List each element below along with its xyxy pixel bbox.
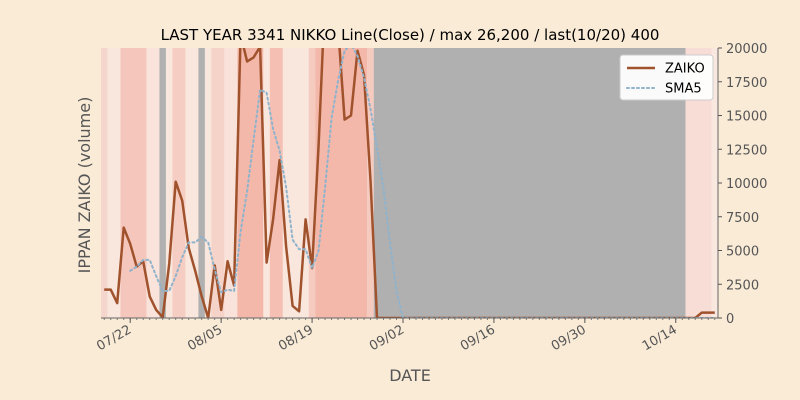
shade-band-13 xyxy=(263,48,270,318)
y-tick-label-2: 5000 xyxy=(726,245,759,260)
legend-label-zaiko: ZAIKO xyxy=(665,62,705,77)
y-tick-label-1: 2500 xyxy=(726,278,759,293)
shade-band-0 xyxy=(101,48,108,318)
x-tick-label-5: 09/30 xyxy=(549,322,589,354)
x-tick-label-3: 09/02 xyxy=(367,322,407,354)
y-tick-label-8: 20000 xyxy=(726,42,767,57)
y-tick-label-4: 10000 xyxy=(726,177,767,192)
shade-band-15 xyxy=(282,48,309,318)
shade-band-3 xyxy=(146,48,160,318)
x-tick-label-0: 07/22 xyxy=(94,322,134,354)
shade-band-5 xyxy=(165,48,173,318)
chart-title: LAST YEAR 3341 NIKKO Line(Close) / max 2… xyxy=(161,26,660,44)
y-tick-label-3: 7500 xyxy=(726,211,759,226)
background-bands xyxy=(101,48,718,318)
x-tick-label-1: 08/05 xyxy=(185,322,225,354)
plot-lines xyxy=(104,48,716,318)
shade-band-9 xyxy=(204,48,212,318)
shade-band-16 xyxy=(308,48,316,318)
shade-band-17 xyxy=(315,48,368,318)
shade-band-8 xyxy=(198,48,205,318)
legend-label-sma5: SMA5 xyxy=(665,82,702,97)
y-tick-label-6: 15000 xyxy=(726,110,767,125)
shade-band-10 xyxy=(211,48,225,318)
x-axis-label: DATE xyxy=(389,366,431,385)
y-axis-label: IPPAN ZAIKO (volume) xyxy=(75,97,94,274)
x-tick-label-4: 09/16 xyxy=(458,322,498,354)
shade-band-6 xyxy=(172,48,186,318)
shade-band-12 xyxy=(237,48,264,318)
x-tick-label-6: 10/14 xyxy=(640,322,680,354)
y-tick-label-7: 17500 xyxy=(726,76,767,91)
shade-band-2 xyxy=(120,48,147,318)
series-line-zaiko xyxy=(104,48,715,318)
y-tick-label-5: 12500 xyxy=(726,143,767,158)
shade-band-1 xyxy=(107,48,121,318)
series-line-sma5 xyxy=(129,48,716,318)
legend: ZAIKO SMA5 xyxy=(619,54,714,101)
y-tick-label-0: 0 xyxy=(726,312,734,327)
x-tick-label-2: 08/19 xyxy=(276,322,316,354)
shade-band-4 xyxy=(159,48,166,318)
